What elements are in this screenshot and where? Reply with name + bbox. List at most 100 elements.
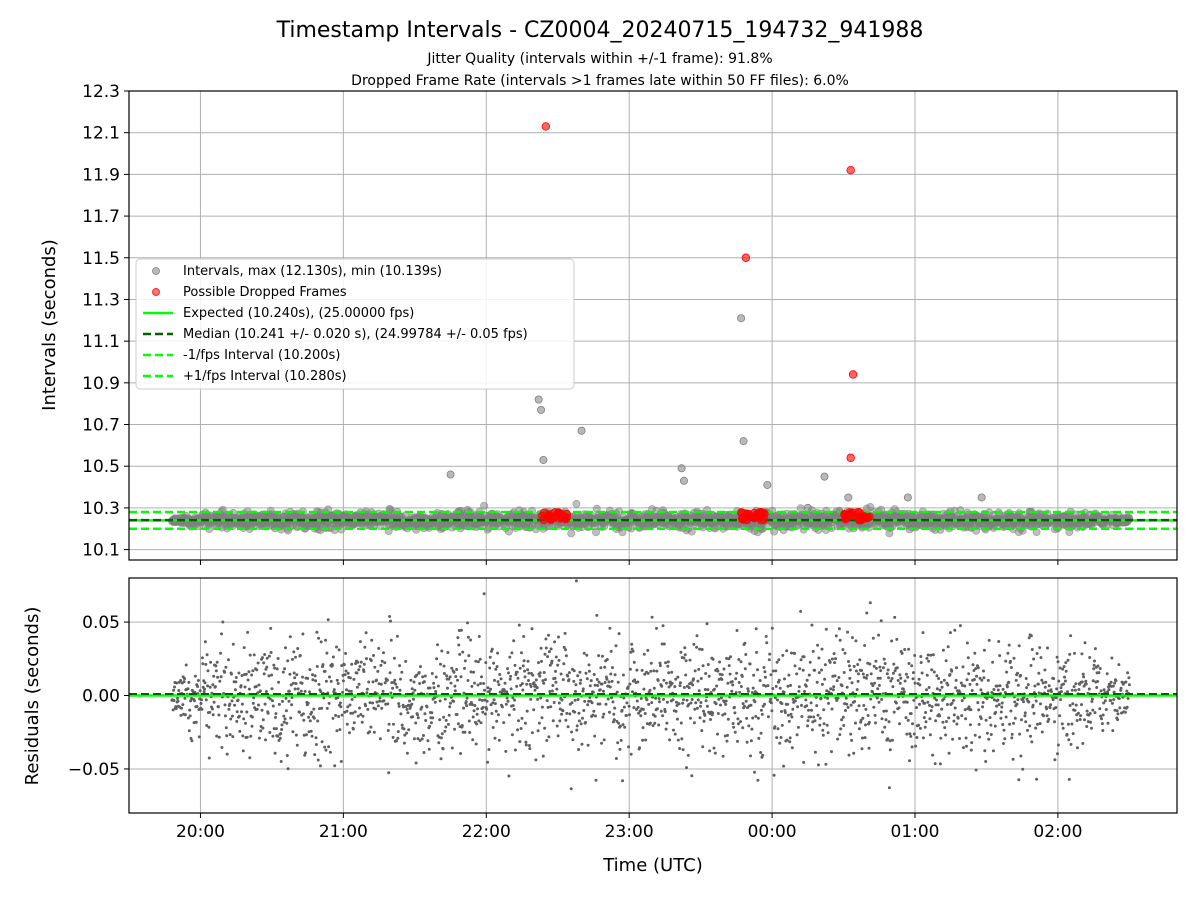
dropped-frame-point — [551, 512, 560, 521]
dropped-frame-point — [854, 513, 864, 522]
residual-point — [294, 682, 298, 685]
residual-point — [713, 751, 717, 755]
residual-point — [1048, 706, 1052, 710]
residual-point — [560, 712, 564, 716]
residual-point — [280, 728, 284, 731]
residual-point — [576, 674, 580, 678]
residual-point — [874, 659, 878, 663]
residual-point — [575, 728, 579, 732]
residual-point — [234, 680, 238, 684]
residual-point — [1016, 671, 1019, 675]
residual-point — [474, 742, 478, 746]
residual-point — [336, 682, 340, 685]
residual-point — [505, 696, 509, 700]
residual-point — [372, 654, 375, 657]
residual-point — [1073, 651, 1076, 655]
residual-point — [767, 658, 771, 662]
residual-point — [512, 707, 516, 711]
residual-point — [345, 688, 348, 692]
residual-point — [261, 718, 265, 722]
residual-point — [866, 714, 870, 717]
residual-point — [720, 673, 724, 677]
residual-point — [254, 685, 258, 688]
residual-point — [587, 663, 591, 667]
residual-point — [252, 696, 256, 700]
residual-point — [1118, 706, 1122, 710]
residual-point — [887, 676, 891, 680]
residual-point — [773, 725, 777, 729]
residual-point — [617, 721, 621, 725]
residual-point — [1059, 698, 1063, 702]
residual-point — [739, 685, 743, 688]
residual-point — [898, 681, 902, 685]
residual-point — [506, 699, 510, 703]
residual-point — [249, 734, 253, 738]
intervals-y-tick-label: 12.1 — [82, 124, 120, 144]
residual-point — [343, 673, 347, 677]
residual-point — [543, 652, 547, 656]
residual-point — [650, 615, 654, 619]
residual-point — [782, 764, 786, 768]
residual-point — [362, 662, 366, 666]
residual-point — [238, 729, 242, 733]
residual-point — [616, 680, 620, 684]
residual-point — [373, 665, 377, 669]
residual-point — [203, 681, 207, 685]
residual-point — [241, 749, 245, 753]
residual-point — [1019, 673, 1022, 677]
intervals-y-tick-label: 11.7 — [82, 207, 120, 227]
residual-point — [483, 712, 487, 716]
residual-point — [635, 707, 638, 711]
residual-point — [250, 724, 254, 728]
residual-point — [397, 702, 401, 706]
residual-point — [455, 668, 459, 671]
residual-point — [951, 737, 955, 741]
residual-point — [931, 653, 935, 657]
legend-label-median: Median (10.241 +/- 0.020 s), (24.99784 +… — [183, 327, 528, 342]
residual-point — [873, 681, 877, 685]
residual-point — [887, 786, 891, 790]
residual-point — [704, 672, 708, 675]
residual-point — [346, 671, 350, 675]
residual-point — [410, 702, 414, 706]
residual-point — [219, 675, 223, 679]
residual-point — [955, 722, 959, 726]
residual-point — [314, 736, 318, 740]
legend-box — [135, 258, 575, 390]
residual-point — [337, 715, 341, 718]
residual-point — [979, 688, 983, 692]
residual-point — [585, 677, 589, 681]
residual-point — [685, 766, 688, 770]
residual-point — [611, 700, 615, 704]
residual-point — [564, 648, 567, 652]
residual-point — [987, 638, 991, 642]
residual-point — [374, 707, 378, 711]
residual-point — [1060, 722, 1064, 726]
residual-point — [921, 631, 925, 635]
residual-point — [555, 724, 559, 728]
interval-outlier-point — [820, 472, 829, 481]
residual-point — [768, 652, 772, 656]
residual-point — [559, 672, 563, 676]
residual-point — [199, 702, 203, 705]
residual-point — [739, 660, 743, 664]
residual-point — [808, 660, 812, 664]
residual-point — [1071, 702, 1075, 706]
residual-point — [562, 662, 566, 666]
residual-point — [880, 698, 884, 701]
residual-point — [570, 730, 574, 734]
residual-point — [863, 644, 867, 647]
residual-point — [643, 712, 647, 715]
residual-point — [547, 735, 551, 739]
residual-point — [590, 701, 594, 705]
residual-point — [860, 747, 864, 751]
residual-point — [279, 732, 283, 736]
residual-point — [1078, 718, 1082, 721]
residual-point — [550, 659, 554, 663]
residual-point — [601, 689, 605, 693]
residual-point — [774, 669, 778, 673]
residual-point — [888, 739, 892, 743]
residual-point — [439, 736, 443, 740]
residual-point — [409, 705, 412, 708]
residual-point — [698, 647, 702, 651]
